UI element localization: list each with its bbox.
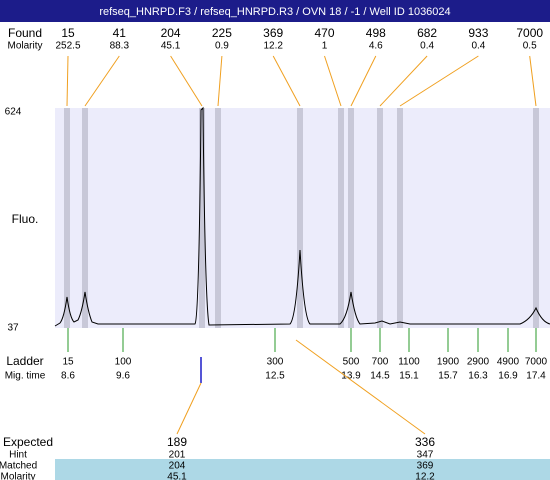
expected-columns-0-matched: 204 [169, 461, 186, 472]
peak-band [215, 108, 221, 328]
found-sizes: 933 [468, 26, 488, 40]
ladder-times: 16.9 [498, 371, 518, 382]
ladder-sizes: 2900 [467, 357, 490, 368]
expected-columns-0-expected: 189 [167, 435, 187, 449]
trace [54, 106, 550, 327]
ladder-sizes: 4900 [497, 357, 520, 368]
found-molarity: 0.9 [215, 41, 229, 52]
peak-link [217, 55, 223, 107]
ladder-sizes: 500 [343, 357, 360, 368]
peak-link [379, 55, 428, 107]
expected-columns-0-hint: 201 [169, 450, 186, 461]
peak-link [529, 55, 537, 107]
ladder-times: 8.6 [61, 371, 75, 382]
ladder-sizes: 100 [115, 357, 132, 368]
found-molarity: 88.3 [110, 41, 130, 52]
expected-link [176, 382, 202, 435]
expected-columns-1-hint: 347 [417, 450, 434, 461]
expected-link [295, 339, 426, 435]
peak-band [338, 108, 344, 328]
peak-link [399, 55, 479, 107]
found-sizes: 15 [61, 26, 75, 40]
axis-min: 37 [7, 323, 19, 334]
found-molarity: 4.6 [369, 41, 383, 52]
peak-band [397, 108, 403, 328]
peak-link [324, 55, 342, 107]
found-molarity: 45.1 [161, 41, 181, 52]
ladder-times: 12.5 [265, 371, 285, 382]
ladder-time-label: Mig. time [5, 371, 46, 382]
ladder-times: 17.4 [526, 371, 546, 382]
axis-label: Fluo. [12, 212, 39, 226]
found-molarity: 1 [322, 41, 328, 52]
expected-columns-1-molarity: 12.2 [415, 472, 435, 480]
ladder-times: 14.5 [370, 371, 390, 382]
found-molarity: 252.5 [55, 41, 80, 52]
found-sizes: 369 [263, 26, 283, 40]
found-label: Found [8, 26, 42, 40]
expected-row-labels: Matched [0, 461, 37, 472]
expected-row-labels: Expected [3, 435, 53, 449]
ladder-times: 13.9 [341, 371, 361, 382]
found-molarity: 0.5 [523, 41, 537, 52]
expected-row-labels: Molarity [0, 472, 35, 480]
found-sizes: 682 [417, 26, 437, 40]
ladder-sizes: 700 [372, 357, 389, 368]
ladder-sizes: 300 [267, 357, 284, 368]
found-molarity: 0.4 [420, 41, 434, 52]
found-molarity: 0.4 [471, 41, 485, 52]
found-sizes: 204 [161, 26, 181, 40]
title: refseq_HNRPD.F3 / refseq_HNRPD.R3 / OVN … [99, 6, 450, 18]
peak-link [84, 55, 120, 107]
peak-band [348, 108, 354, 328]
axis-max: 624 [5, 107, 22, 118]
found-molarity-label: Molarity [7, 41, 42, 52]
found-sizes: 225 [212, 26, 232, 40]
peak-link [66, 55, 69, 107]
peak-band [82, 108, 88, 328]
peak-band [533, 108, 539, 328]
expected-columns-0-molarity: 45.1 [167, 472, 187, 480]
peak-band [297, 108, 303, 328]
expected-columns-1-expected: 336 [415, 435, 435, 449]
found-molarity: 12.2 [263, 41, 283, 52]
ladder-times: 16.3 [468, 371, 488, 382]
ladder-sizes: 7000 [525, 357, 548, 368]
expected-row-labels: Hint [9, 450, 27, 461]
found-sizes: 41 [113, 26, 127, 40]
peak-link [272, 55, 301, 107]
ladder-label: Ladder [6, 354, 43, 368]
ladder-sizes: 15 [62, 357, 74, 368]
peak-link [350, 55, 377, 107]
found-sizes: 470 [314, 26, 334, 40]
found-sizes: 498 [366, 26, 386, 40]
ladder-times: 15.1 [399, 371, 419, 382]
expected-columns-1-matched: 369 [417, 461, 434, 472]
peak-band [64, 108, 70, 328]
peak-band [377, 108, 383, 328]
title-bar [0, 0, 550, 22]
ladder-times: 9.6 [116, 371, 130, 382]
peak-link [170, 55, 203, 107]
found-sizes: 7000 [516, 26, 543, 40]
matched-highlight [55, 459, 550, 480]
ladder-sizes: 1900 [437, 357, 460, 368]
ladder-sizes: 1100 [398, 357, 420, 368]
peak-band [199, 108, 205, 328]
ladder-times: 15.7 [438, 371, 458, 382]
